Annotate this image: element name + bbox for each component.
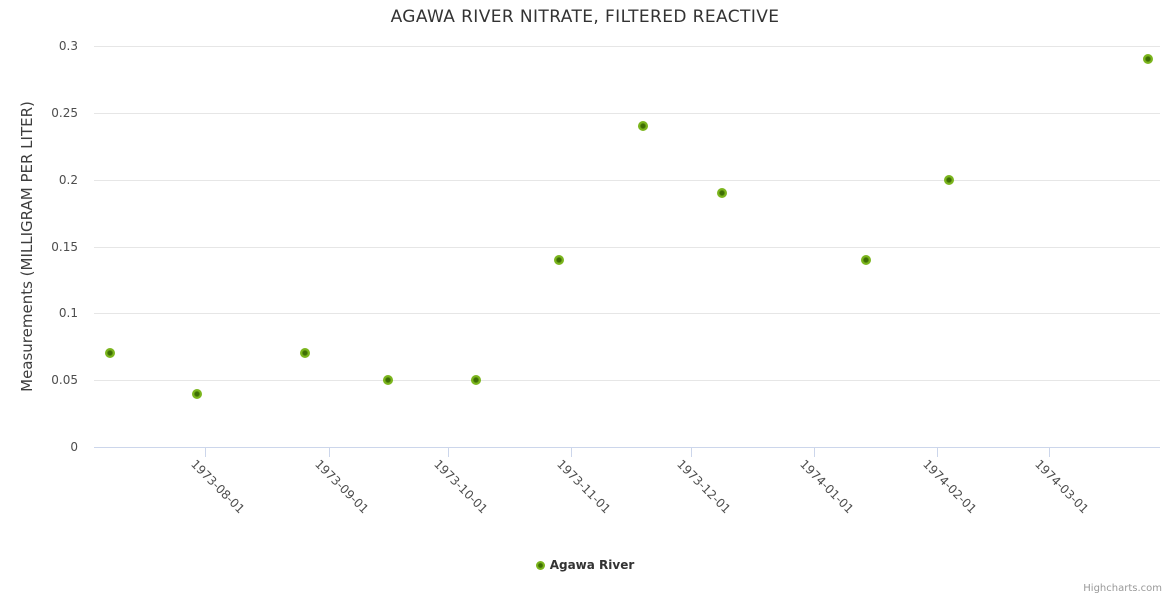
data-point[interactable]: [638, 121, 648, 131]
legend: Agawa River: [0, 558, 1170, 572]
legend-label: Agawa River: [549, 558, 635, 572]
x-axis-tick: [448, 447, 449, 457]
x-axis-tick: [205, 447, 206, 457]
data-point[interactable]: [554, 255, 564, 265]
y-gridline: [94, 380, 1160, 381]
data-point[interactable]: [1143, 54, 1153, 64]
y-axis-tick-label: 0.2: [58, 173, 78, 187]
chart-title: AGAWA RIVER NITRATE, FILTERED REACTIVE: [390, 7, 780, 27]
highcharts-credit-link[interactable]: Highcharts.com: [1083, 583, 1162, 594]
y-axis-tick-label: 0.1: [58, 306, 78, 320]
y-gridline: [94, 113, 1160, 114]
data-point[interactable]: [944, 175, 954, 185]
x-axis-tick: [1049, 447, 1050, 457]
plot-area: [94, 46, 1160, 457]
data-point[interactable]: [192, 389, 202, 399]
y-gridline: [94, 313, 1160, 314]
x-axis-tick: [571, 447, 572, 457]
legend-item-agawa-river[interactable]: Agawa River: [535, 558, 635, 572]
data-point[interactable]: [383, 375, 393, 385]
x-axis-tick-label: 1973-12-01: [674, 457, 734, 517]
x-axis-tick: [691, 447, 692, 457]
y-axis-tick-label: 0: [70, 440, 78, 454]
data-point[interactable]: [300, 348, 310, 358]
y-axis-tick-label: 0.15: [51, 240, 78, 254]
data-point[interactable]: [861, 255, 871, 265]
x-axis-tick: [329, 447, 330, 457]
x-axis-tick-label: 1973-11-01: [554, 457, 614, 517]
data-point[interactable]: [471, 375, 481, 385]
x-axis-tick: [814, 447, 815, 457]
data-point[interactable]: [105, 348, 115, 358]
x-axis-tick-label: 1974-02-01: [920, 457, 980, 517]
x-axis-tick-label: 1973-10-01: [431, 457, 491, 517]
x-axis-tick-label: 1974-03-01: [1032, 457, 1092, 517]
y-gridline: [94, 46, 1160, 47]
x-axis-line: [94, 447, 1160, 448]
data-point[interactable]: [717, 188, 727, 198]
x-axis-tick-label: 1973-08-01: [188, 457, 248, 517]
y-axis-tick-label: 0.3: [58, 39, 78, 53]
x-axis-tick: [937, 447, 938, 457]
y-axis-tick-label: 0.05: [51, 373, 78, 387]
y-gridline: [94, 180, 1160, 181]
y-gridline: [94, 247, 1160, 248]
x-axis-tick-label: 1974-01-01: [797, 457, 857, 517]
y-axis-tick-label: 0.25: [51, 106, 78, 120]
x-axis-tick-label: 1973-09-01: [312, 457, 372, 517]
series-marker-icon: [535, 560, 545, 570]
